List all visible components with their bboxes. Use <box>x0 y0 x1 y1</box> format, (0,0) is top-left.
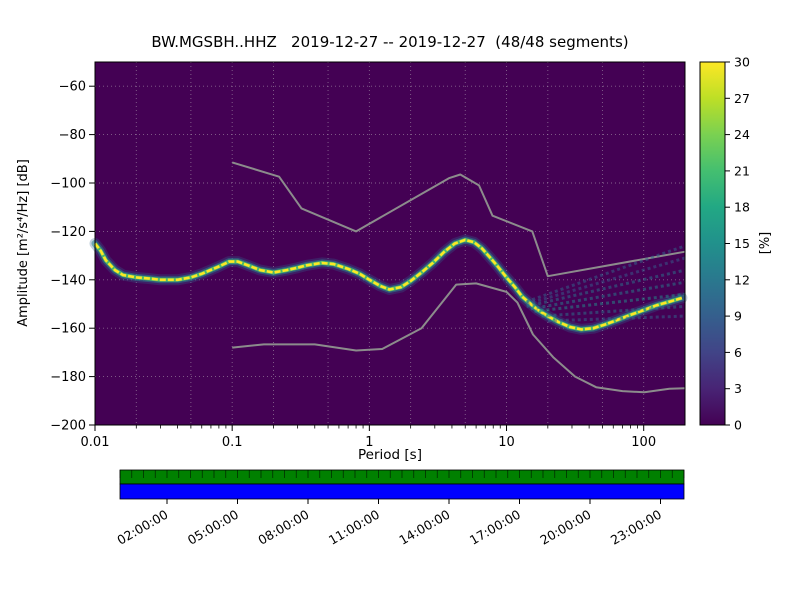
y-tick-label: −180 <box>50 370 86 385</box>
time-tick-label: 23:00:00 <box>608 507 664 548</box>
y-tick-label: −80 <box>59 128 86 143</box>
colorbar-tick-label: 24 <box>734 127 750 142</box>
psd-spread-line <box>530 280 686 311</box>
psd-spread-line <box>526 244 686 304</box>
data-series <box>89 161 688 394</box>
time-tick-label: 11:00:00 <box>326 507 382 548</box>
x-tick-label: 1 <box>365 435 373 450</box>
colorbar-tick-label: 9 <box>734 309 742 324</box>
time-tick-label: 08:00:00 <box>255 507 311 548</box>
x-tick-label: 0.1 <box>222 435 243 450</box>
y-tick-label: −120 <box>50 225 86 240</box>
colorbar-tick-label: 27 <box>734 91 750 106</box>
time-tick-label: 20:00:00 <box>537 507 593 548</box>
x-tick-label: 0.01 <box>81 435 110 450</box>
colorbar-tick-label: 12 <box>734 272 750 287</box>
x-tick-label: 10 <box>498 435 515 450</box>
colorbar-tick-label: 6 <box>734 345 742 360</box>
plot-background <box>95 62 685 425</box>
coverage-bar: 02:00:00 05:00:00 08:00:00 11:00:00 14:00:00… <box>114 469 685 548</box>
y-tick-label: −160 <box>50 322 86 337</box>
x-axis-label: Period [s] <box>358 447 422 463</box>
colorbar-tick-label: 15 <box>734 236 750 251</box>
plot-area <box>95 62 685 425</box>
time-tick-label: 05:00:00 <box>185 507 241 548</box>
psd-ridge-core <box>93 238 683 331</box>
colorbar-tick-label: 18 <box>734 200 750 215</box>
nhnm-curve <box>231 161 686 278</box>
time-tick-label: 14:00:00 <box>396 507 452 548</box>
colorbar-gradient <box>699 61 726 426</box>
y-axis-label: Amplitude [m²/s⁴/Hz] [dB] <box>16 159 31 327</box>
y-tick-label: −100 <box>50 177 86 192</box>
colorbar-tick-label: 3 <box>734 381 742 396</box>
gridlines <box>94 62 685 426</box>
psd-spread-line <box>534 292 686 313</box>
psd-spread-line <box>547 314 686 323</box>
nlnm-curve <box>232 282 686 394</box>
y-tick-label: −140 <box>50 273 86 288</box>
time-tick-label: 02:00:00 <box>114 507 170 548</box>
colorbar: 0 3 6 9 12 15 18 21 24 27 30 <box>699 55 750 433</box>
chart-title: BW.MGSBH..HHZ 2019-12-27 -- 2019-12-27 (… <box>151 33 628 51</box>
x-tick-label: 100 <box>631 435 656 450</box>
colorbar-label: [%] <box>758 232 773 255</box>
coverage-extent-bar <box>119 483 685 500</box>
colorbar-tick-label: 30 <box>734 55 750 70</box>
axes: 0.01 0.1 1 10 100 −60 −80 −100 −120 −140 −160 −180 −… <box>50 61 686 450</box>
time-tick-label: 17:00:00 <box>467 507 523 548</box>
y-tick-label: −60 <box>59 80 86 95</box>
colorbar-tick-label: 21 <box>734 163 750 178</box>
colorbar-tick-label: 0 <box>734 418 742 433</box>
plot-frame <box>94 61 686 426</box>
y-tick-label: −200 <box>50 419 86 434</box>
